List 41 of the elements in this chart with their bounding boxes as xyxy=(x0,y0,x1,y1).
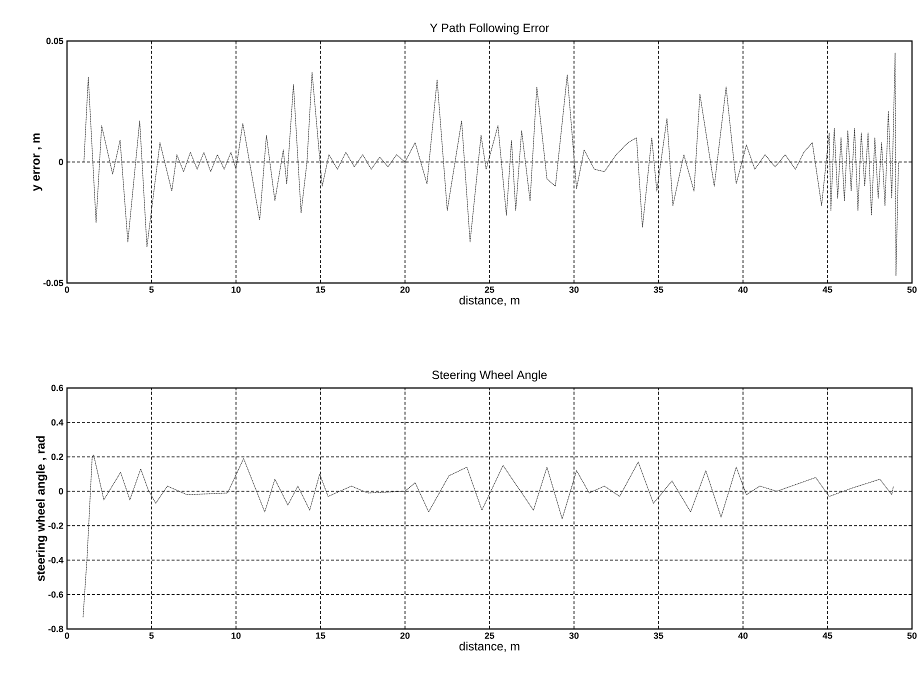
y-tick-label: 0 xyxy=(58,158,64,166)
x-tick-label: 50 xyxy=(907,286,917,293)
x-tick-label: 40 xyxy=(738,286,748,293)
x-tick-label: 30 xyxy=(569,286,579,293)
y-tick-label: 0.6 xyxy=(51,384,64,392)
y-tick-label: 0 xyxy=(58,488,64,494)
y-tick-label: 0.4 xyxy=(51,419,64,426)
x-tick-label: 45 xyxy=(822,632,832,639)
y-axis-title: y error , m xyxy=(33,134,42,192)
x-tick-label: 35 xyxy=(654,632,664,639)
x-tick-label: 0 xyxy=(64,286,70,293)
x-tick-label: 10 xyxy=(232,286,241,293)
y-tick-label: -0.4 xyxy=(48,556,64,564)
x-tick-label: 40 xyxy=(738,632,748,639)
y-tick-label: 0.2 xyxy=(51,454,64,460)
x-tick-label: 50 xyxy=(907,632,917,639)
x-tick-label: 20 xyxy=(400,286,410,293)
y-tick-label: -0.8 xyxy=(48,626,64,632)
chart-title: Steering Wheel Angle xyxy=(432,370,547,382)
x-tick-label: 45 xyxy=(822,286,832,293)
chart-title: Y Path Following Error xyxy=(430,23,550,34)
line-series xyxy=(82,454,894,618)
y-axis-title: steering wheel angle , rad xyxy=(36,436,48,582)
y-tick-label: -0.05 xyxy=(43,280,64,286)
line-series xyxy=(84,52,899,276)
x-tick-label: 25 xyxy=(484,286,494,293)
x-tick-label: 5 xyxy=(149,632,154,639)
x-tick-label: 25 xyxy=(484,632,494,639)
x-tick-label: 5 xyxy=(149,286,154,293)
x-tick-label: 30 xyxy=(569,632,579,639)
x-tick-label: 10 xyxy=(232,632,241,639)
x-tick-label: 35 xyxy=(654,286,664,293)
x-tick-label: 0 xyxy=(64,632,70,639)
y-tick-label: -0.6 xyxy=(48,591,64,598)
x-axis-title: distance, m xyxy=(459,642,520,652)
y-tick-label: 0.05 xyxy=(46,38,64,44)
x-tick-label: 15 xyxy=(316,286,326,293)
x-tick-label: 20 xyxy=(400,632,410,639)
x-tick-label: 15 xyxy=(316,632,326,639)
x-axis-title: distance, m xyxy=(459,296,520,306)
y-tick-label: -0.2 xyxy=(48,522,64,529)
